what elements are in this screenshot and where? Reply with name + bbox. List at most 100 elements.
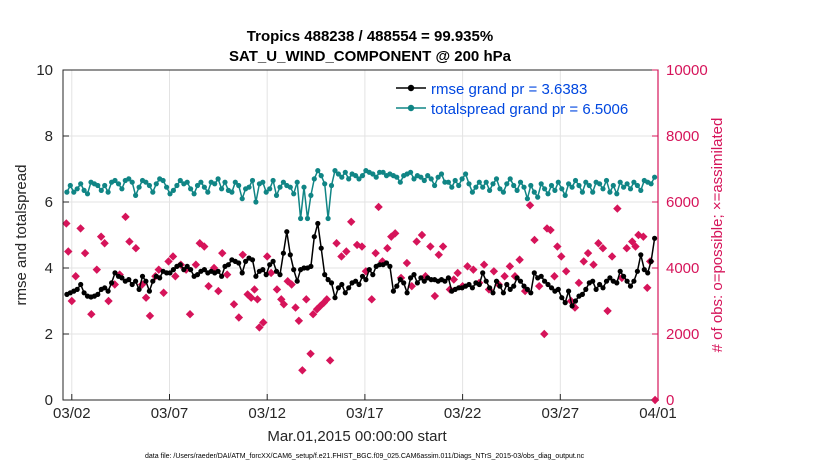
- spread-point: [219, 186, 225, 192]
- obs-point: [469, 265, 478, 274]
- obs-point: [325, 356, 335, 365]
- spread-point: [342, 169, 348, 175]
- spread-point: [215, 176, 221, 182]
- obs-point: [279, 300, 289, 309]
- rmse-point: [95, 291, 101, 297]
- rmse-point: [504, 281, 510, 288]
- rmse-point: [638, 252, 644, 258]
- rmse-point: [239, 270, 245, 276]
- obs-point: [613, 204, 622, 213]
- obs-point: [367, 295, 376, 304]
- spread-point: [418, 174, 424, 180]
- rmse-point: [284, 229, 290, 235]
- obs-point: [634, 230, 643, 240]
- rmse-point: [353, 278, 359, 284]
- spread-point: [95, 182, 101, 189]
- spread-point: [397, 179, 403, 185]
- spread-point: [81, 187, 87, 193]
- spread-point: [552, 187, 558, 193]
- y-left-tick-label: 2: [45, 326, 53, 343]
- spread-point: [105, 189, 111, 195]
- rmse-point: [579, 291, 586, 297]
- spread-point: [531, 189, 537, 195]
- obs-point: [371, 248, 380, 258]
- x-tick-label: 03/02: [53, 405, 91, 422]
- spread-point: [188, 186, 194, 192]
- rmse-point: [342, 290, 348, 296]
- spread-point: [614, 191, 620, 197]
- obs-point: [185, 310, 195, 319]
- obs-point: [308, 310, 318, 319]
- rmse-point: [146, 288, 152, 294]
- rmse-point: [569, 303, 575, 309]
- spread-point: [260, 179, 266, 185]
- rmse-point: [408, 275, 414, 281]
- obs-point: [200, 242, 209, 251]
- spread-point: [308, 192, 314, 198]
- spread-point: [270, 177, 276, 184]
- rmse-point: [109, 280, 115, 286]
- obs-point: [141, 293, 151, 302]
- rmse-point: [78, 281, 84, 288]
- rmse-point: [260, 267, 266, 273]
- spread-point: [356, 176, 362, 182]
- rmse-point: [112, 270, 118, 276]
- spread-point: [201, 184, 207, 190]
- spread-point: [576, 182, 582, 189]
- spread-point: [542, 186, 548, 192]
- rmse-point: [572, 298, 579, 304]
- spread-point: [78, 181, 84, 187]
- rmse-point: [273, 268, 280, 274]
- obs-point: [229, 300, 239, 309]
- spread-point: [294, 179, 300, 185]
- spread-point: [126, 176, 132, 182]
- obs-point: [402, 258, 412, 268]
- spread-point: [277, 184, 283, 190]
- rmse-point: [414, 280, 420, 286]
- rmse-point: [184, 263, 190, 269]
- spread-point: [177, 177, 183, 184]
- rmse-point: [74, 286, 80, 292]
- legend: rmse grand pr = 3.6383 totalspread grand…: [396, 81, 628, 118]
- rmse-point: [363, 277, 369, 283]
- rmse-point: [263, 272, 269, 278]
- obs-point: [417, 230, 427, 240]
- rmse-point: [421, 278, 427, 284]
- spread-point: [425, 173, 431, 179]
- y-left-tick-label: 8: [45, 128, 53, 145]
- obs-point: [574, 278, 584, 288]
- rmse-point: [280, 250, 286, 256]
- rmse-point: [476, 281, 482, 288]
- y-left-tick-label: 10: [36, 62, 53, 79]
- spread-point: [167, 191, 173, 197]
- spread-point: [67, 182, 73, 189]
- rmse-point: [366, 267, 372, 273]
- obs-point: [171, 272, 180, 281]
- x-axis-ticks: 03/02 03/07 03/12 03/17 03/22 03/27 04/01: [53, 394, 677, 422]
- obs-point: [434, 250, 443, 259]
- spread-point: [466, 181, 472, 187]
- spread-point: [456, 182, 462, 189]
- x-tick-label: 04/01: [639, 405, 677, 422]
- obs-point: [191, 260, 201, 269]
- obs-point: [530, 235, 539, 245]
- rmse-point: [133, 278, 139, 284]
- chart-title-line1: Tropics 488238 / 488554 = 99.935%: [247, 28, 493, 45]
- rmse-point: [157, 275, 163, 281]
- obs-point: [639, 232, 648, 241]
- rmse-point: [531, 270, 537, 276]
- spread-point: [246, 184, 252, 190]
- rmse-point: [597, 281, 603, 288]
- spread-point: [469, 189, 475, 195]
- rmse-point: [634, 268, 641, 274]
- rmse-point: [390, 288, 396, 294]
- spread-point: [205, 189, 211, 195]
- obs-point: [598, 244, 608, 253]
- spread-point: [545, 191, 551, 197]
- obs-point: [438, 242, 448, 251]
- spread-point: [332, 168, 338, 174]
- rmse-point: [126, 277, 132, 283]
- spread-point: [408, 169, 414, 175]
- legend-spread-marker: [407, 104, 415, 112]
- rmse-point: [521, 283, 527, 289]
